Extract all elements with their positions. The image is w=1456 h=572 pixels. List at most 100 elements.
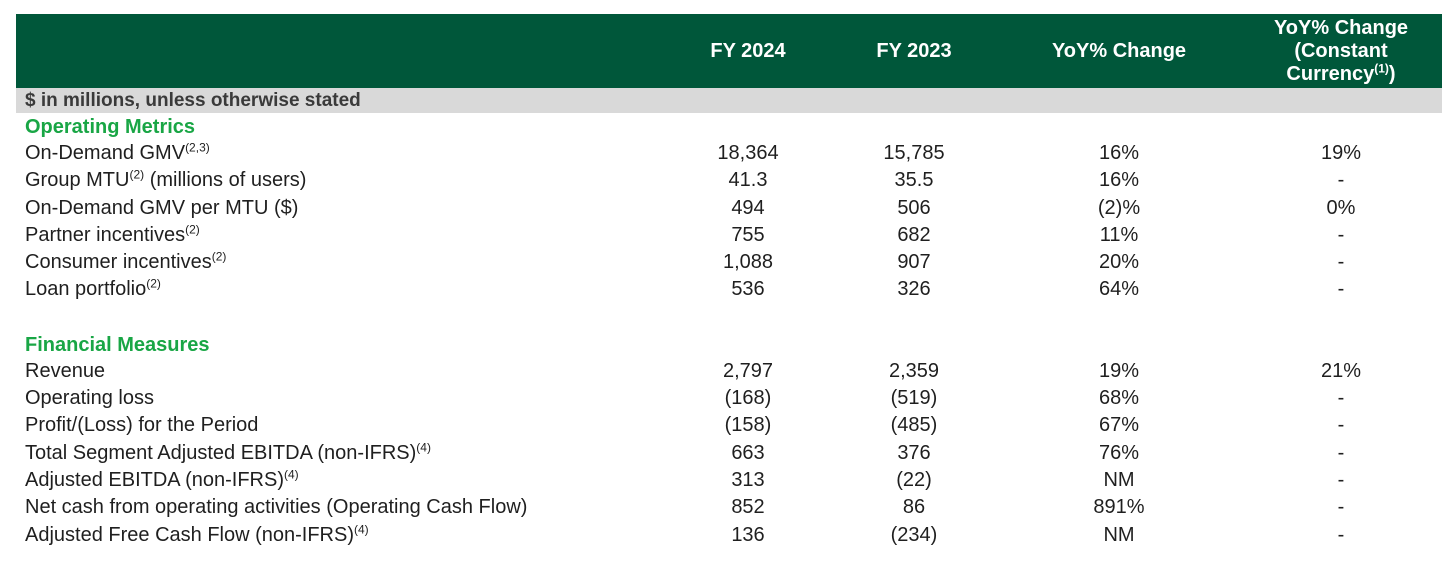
header-cc-line1: YoY% Change <box>1273 16 1409 39</box>
value-yoy-change: (2)% <box>1097 196 1141 219</box>
table-row: Adjusted EBITDA (non-IFRS)(4) 313 (22) NM - <box>16 467 1442 494</box>
row-label: Profit/(Loss) for the Period <box>25 412 258 439</box>
table-row: Loan portfolio(2) 536 326 64% - <box>16 276 1442 303</box>
row-label-text: Group MTU <box>25 169 130 192</box>
value-fy2023: (485) <box>890 414 938 437</box>
value-yoy-change: 68% <box>1098 387 1140 410</box>
row-label-text: Adjusted EBITDA (non-IFRS) <box>25 468 284 491</box>
value-yoy-constant-currency: - <box>1337 278 1345 301</box>
value-fy2024: 1,088 <box>722 251 774 274</box>
value-fy2023: 506 <box>897 196 931 219</box>
value-yoy-change: 891% <box>1093 496 1145 519</box>
value-yoy-change: 20% <box>1098 251 1140 274</box>
row-label: Adjusted Free Cash Flow (non-IFRS)(4) <box>25 522 369 549</box>
value-fy2024: 2,797 <box>722 359 774 382</box>
value-fy2024: (158) <box>724 414 772 437</box>
value-fy2024: 536 <box>731 278 765 301</box>
table-row: Consumer incentives(2) 1,088 907 20% - <box>16 249 1442 276</box>
value-fy2023: 35.5 <box>894 169 934 192</box>
row-label-text: Total Segment Adjusted EBITDA (non-IFRS) <box>25 441 417 464</box>
row-label: Adjusted EBITDA (non-IFRS)(4) <box>25 467 299 494</box>
value-yoy-constant-currency: - <box>1337 387 1345 410</box>
row-label: Group MTU(2) (millions of users) <box>25 167 306 194</box>
row-label: Operating loss <box>25 385 154 412</box>
row-label-text: Profit/(Loss) for the Period <box>25 414 259 437</box>
footnote-ref: (4) <box>354 521 369 536</box>
table-row: Partner incentives(2) 755 682 11% - <box>16 222 1442 249</box>
row-label-text: Partner incentives <box>25 223 186 246</box>
value-fy2024: 663 <box>731 441 765 464</box>
value-fy2023: 376 <box>897 441 931 464</box>
value-fy2024: 494 <box>731 196 765 219</box>
value-yoy-constant-currency: - <box>1337 496 1345 519</box>
row-label-text: On-Demand GMV per MTU ($) <box>25 196 299 219</box>
value-fy2023: 326 <box>897 278 931 301</box>
value-yoy-constant-currency: 19% <box>1320 142 1362 164</box>
table-row: Operating loss (168) (519) 68% - <box>16 385 1442 412</box>
footnote-ref: (2) <box>211 249 227 264</box>
value-yoy-change: 19% <box>1098 359 1140 382</box>
row-label-text: Operating loss <box>25 387 154 410</box>
header-yoy-constant-currency: YoY% Change (Constant Currency(1)) <box>1236 14 1446 88</box>
footnote-ref: (2) <box>146 276 161 291</box>
header-fy2024: FY 2024 <box>710 39 786 62</box>
value-yoy-constant-currency: - <box>1337 251 1345 274</box>
value-yoy-change: 11% <box>1099 223 1139 246</box>
table-row: On-Demand GMV per MTU ($) 494 506 (2)% 0% <box>16 195 1442 222</box>
units-note: $ in millions, unless otherwise stated <box>16 88 1442 113</box>
row-label-text: On-Demand GMV <box>25 142 186 164</box>
header-cc-currency: Currency <box>1286 62 1375 85</box>
table-row: Adjusted Free Cash Flow (non-IFRS)(4) 136… <box>16 522 1442 549</box>
table-row: Total Segment Adjusted EBITDA (non-IFRS)… <box>16 440 1442 467</box>
value-yoy-constant-currency: - <box>1337 223 1345 246</box>
header-cc-close: ) <box>1388 62 1396 85</box>
value-yoy-change: 64% <box>1098 278 1140 301</box>
operating-rows: On-Demand GMV(2,3) 18,364 15,785 16% 19% Grou… <box>16 140 1442 304</box>
value-yoy-constant-currency: - <box>1337 523 1345 546</box>
row-label-text: Loan portfolio <box>25 278 147 301</box>
value-yoy-constant-currency: 21% <box>1320 359 1362 382</box>
row-label: Partner incentives(2) <box>25 222 200 249</box>
value-fy2024: 313 <box>731 468 765 491</box>
value-fy2023: (234) <box>890 523 938 546</box>
value-yoy-constant-currency: 0% <box>1326 196 1356 219</box>
value-fy2023: 86 <box>902 496 926 519</box>
value-yoy-constant-currency: - <box>1337 468 1345 491</box>
value-yoy-constant-currency: - <box>1337 441 1345 464</box>
value-yoy-change: NM <box>1103 523 1135 546</box>
header-cc-line3: Currency(1)) <box>1274 60 1408 86</box>
value-fy2024: 41.3 <box>728 169 768 192</box>
value-yoy-change: 16% <box>1098 169 1140 192</box>
row-label: On-Demand GMV per MTU ($) <box>25 195 298 222</box>
table-header: FY 2024 FY 2023 YoY% Change YoY% Change … <box>16 14 1442 88</box>
value-fy2023: (22) <box>896 468 932 491</box>
footnote-ref: (2) <box>129 167 145 182</box>
row-label: Total Segment Adjusted EBITDA (non-IFRS)… <box>25 440 431 467</box>
value-yoy-change: NM <box>1103 468 1135 491</box>
value-fy2024: 755 <box>731 223 765 246</box>
value-yoy-change: 16% <box>1098 142 1140 164</box>
footnote-ref: (2,3) <box>185 140 210 155</box>
header-fy2023: FY 2023 <box>876 39 952 62</box>
row-label-text: Net cash from operating activities (Oper… <box>25 496 528 519</box>
value-fy2023: 2,359 <box>888 359 940 382</box>
header-yoy-change: YoY% Change <box>1051 39 1187 62</box>
row-label: Net cash from operating activities (Oper… <box>25 494 527 521</box>
section-title-operating: Operating Metrics <box>25 116 196 138</box>
value-yoy-change: 67% <box>1098 414 1140 437</box>
row-label: Loan portfolio(2) <box>25 276 161 303</box>
section-title-financial: Financial Measures <box>25 333 210 356</box>
value-fy2024: 136 <box>731 523 765 546</box>
value-fy2023: (519) <box>890 387 938 410</box>
value-fy2024: (168) <box>724 387 772 410</box>
financial-rows: Revenue 2,797 2,359 19% 21% Operating loss (16… <box>16 358 1442 549</box>
table-row: Revenue 2,797 2,359 19% 21% <box>16 358 1442 385</box>
header-cc-footnote: (1) <box>1374 60 1389 75</box>
value-yoy-constant-currency: - <box>1337 169 1345 192</box>
value-fy2023: 15,785 <box>883 142 945 164</box>
footnote-ref: (4) <box>283 467 299 482</box>
financial-table: FY 2024 FY 2023 YoY% Change YoY% Change … <box>16 14 1442 549</box>
row-label-text: Revenue <box>25 359 106 382</box>
value-fy2024: 852 <box>731 496 765 519</box>
value-fy2023: 682 <box>897 223 931 246</box>
